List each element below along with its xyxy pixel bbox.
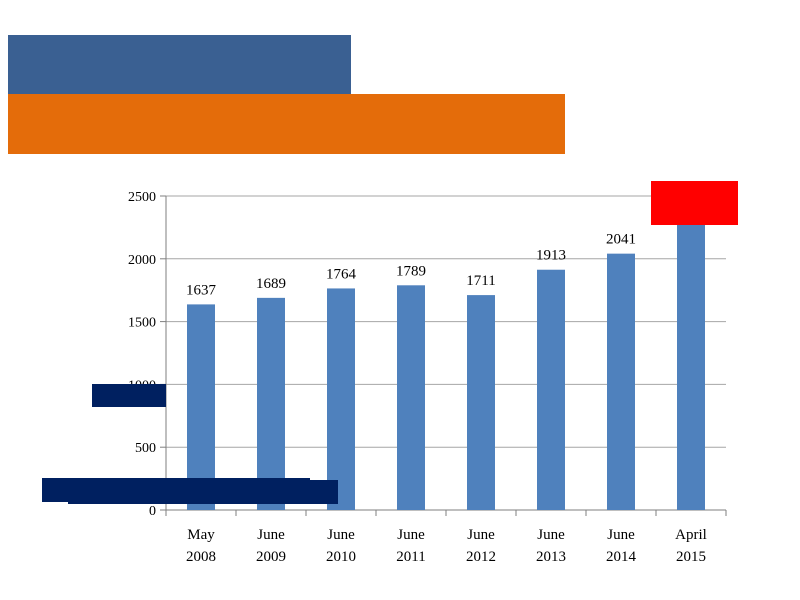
y-tick-label: 1500 <box>128 316 156 331</box>
header-orange-banner <box>8 94 565 154</box>
bars <box>187 222 705 511</box>
x-category-label-month: April <box>675 527 707 543</box>
x-category-label-month: June <box>537 527 565 543</box>
navy-redaction-bar-2 <box>68 480 338 504</box>
x-category-label-year: 2012 <box>466 549 496 565</box>
x-category-label-year: 2011 <box>396 549 425 565</box>
data-label: 1711 <box>466 273 495 289</box>
x-category-label-year: 2014 <box>606 549 637 565</box>
x-category-label-year: 2013 <box>536 549 566 565</box>
bar <box>467 295 495 510</box>
header-blue-banner <box>8 35 351 94</box>
navy-redaction-box <box>92 384 166 407</box>
y-tick-label: 0 <box>149 504 156 519</box>
labels: 050010001500200025001637May20081689June2… <box>128 190 707 565</box>
data-label: 2041 <box>606 232 636 248</box>
x-category-label-month: June <box>257 527 285 543</box>
x-category-label-month: June <box>397 527 425 543</box>
bar <box>607 253 635 511</box>
x-category-label-month: June <box>607 527 635 543</box>
gridlines <box>166 195 726 448</box>
data-label: 1913 <box>536 248 566 264</box>
bar <box>257 297 285 510</box>
bar <box>397 285 425 510</box>
bar <box>327 288 355 510</box>
x-category-label-month: June <box>467 527 495 543</box>
x-category-label-year: 2010 <box>326 549 356 565</box>
data-label: 1689 <box>256 276 286 292</box>
bar <box>187 304 215 510</box>
data-label: 1789 <box>396 263 426 279</box>
x-category-label-year: 2008 <box>186 549 216 565</box>
y-tick-label: 2000 <box>128 253 156 268</box>
bar <box>537 269 565 510</box>
y-tick-label: 500 <box>135 441 156 456</box>
x-category-label-month: May <box>187 527 215 543</box>
x-category-label-year: 2015 <box>676 549 706 565</box>
x-category-label-year: 2009 <box>256 549 286 565</box>
data-label: 1764 <box>326 266 357 282</box>
bar <box>677 222 705 510</box>
x-category-label-month: June <box>327 527 355 543</box>
axes <box>160 195 727 516</box>
red-highlight-box <box>651 181 738 225</box>
data-label: 1637 <box>186 282 217 298</box>
y-tick-label: 2500 <box>128 190 156 205</box>
